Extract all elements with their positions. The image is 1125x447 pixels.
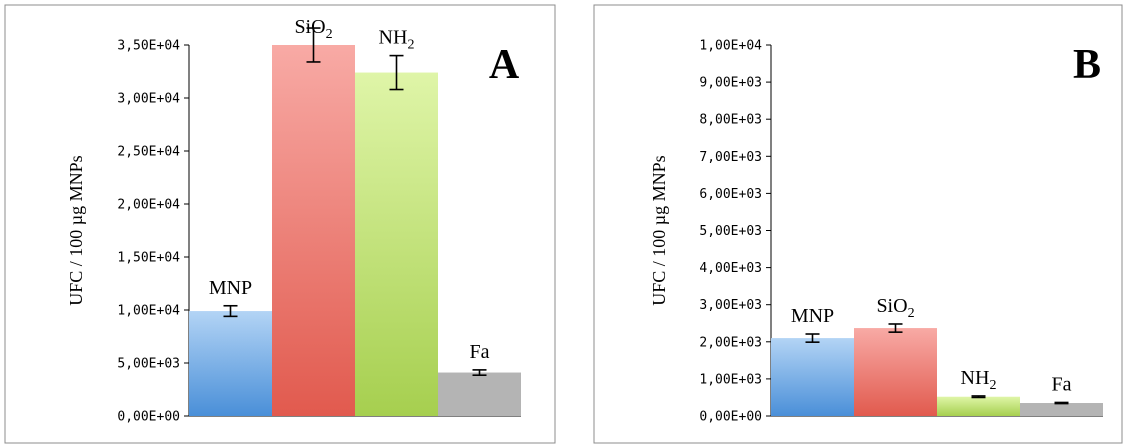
bar-fa <box>1020 403 1103 416</box>
panel-letter: A <box>489 42 520 88</box>
y-tick-label: 1,00E+04 <box>699 39 762 54</box>
bar-label: SiO2 <box>876 295 914 321</box>
error-bar <box>971 395 986 399</box>
error-bar <box>805 333 820 343</box>
y-tick-label: 5,00E+03 <box>117 357 180 372</box>
y-tick-label: 1,00E+04 <box>117 304 180 319</box>
y-tick-label: 0,00E+00 <box>699 410 762 425</box>
bar-label: SiO2 <box>294 16 332 42</box>
y-tick-label: 4,00E+03 <box>699 261 762 276</box>
bar-label: Fa <box>1052 373 1072 395</box>
bar-label: MNP <box>209 277 252 299</box>
panel-b: 0,00E+00 1,00E+03 2,00E+03 3,00E+03 4,00E+03… <box>593 4 1123 444</box>
y-tick-label: 3,50E+04 <box>117 39 180 54</box>
bar-label: MNP <box>791 305 834 327</box>
error-bar <box>888 323 903 333</box>
bar-sio2 <box>854 328 937 416</box>
y-tick-label: 5,00E+03 <box>699 224 762 239</box>
bar-mnp <box>189 311 272 416</box>
bar-label: NH2 <box>379 27 415 53</box>
error-bar <box>223 304 238 318</box>
y-tick-label: 8,00E+03 <box>699 113 762 128</box>
y-tick-label: 3,00E+03 <box>699 298 762 313</box>
error-bar <box>306 27 321 63</box>
y-axis-title: UFC / 100 µg MNPs <box>66 155 86 305</box>
y-tick-label: 1,50E+04 <box>117 251 180 266</box>
bar-nh2 <box>355 72 438 416</box>
bar-mnp <box>771 338 854 416</box>
error-bar <box>389 54 404 91</box>
error-bar <box>1054 401 1069 405</box>
y-tick-label: 6,00E+03 <box>699 187 762 202</box>
y-tick-label: 2,00E+04 <box>117 198 180 213</box>
y-axis-title: UFC / 100 µg MNPs <box>649 155 669 305</box>
bar-sio2 <box>272 45 355 416</box>
y-tick-label: 7,00E+03 <box>699 150 762 165</box>
bar-label: NH2 <box>961 367 997 393</box>
y-tick-label: 9,00E+03 <box>699 76 762 91</box>
y-tick-label: 3,00E+04 <box>117 92 180 107</box>
panel-letter: B <box>1073 42 1101 88</box>
bar-nh2 <box>937 396 1020 416</box>
y-tick-label: 2,00E+03 <box>699 335 762 350</box>
bar-fa <box>438 372 521 416</box>
bar-label: Fa <box>470 341 490 363</box>
y-tick-label: 1,00E+03 <box>699 372 762 387</box>
error-bar <box>472 369 487 376</box>
panel-a: 0,00E+00 5,00E+03 1,00E+04 1,50E+04 2,00E+04… <box>4 4 556 444</box>
y-tick-label: 2,50E+04 <box>117 145 180 160</box>
y-tick-label: 0,00E+00 <box>117 410 180 425</box>
